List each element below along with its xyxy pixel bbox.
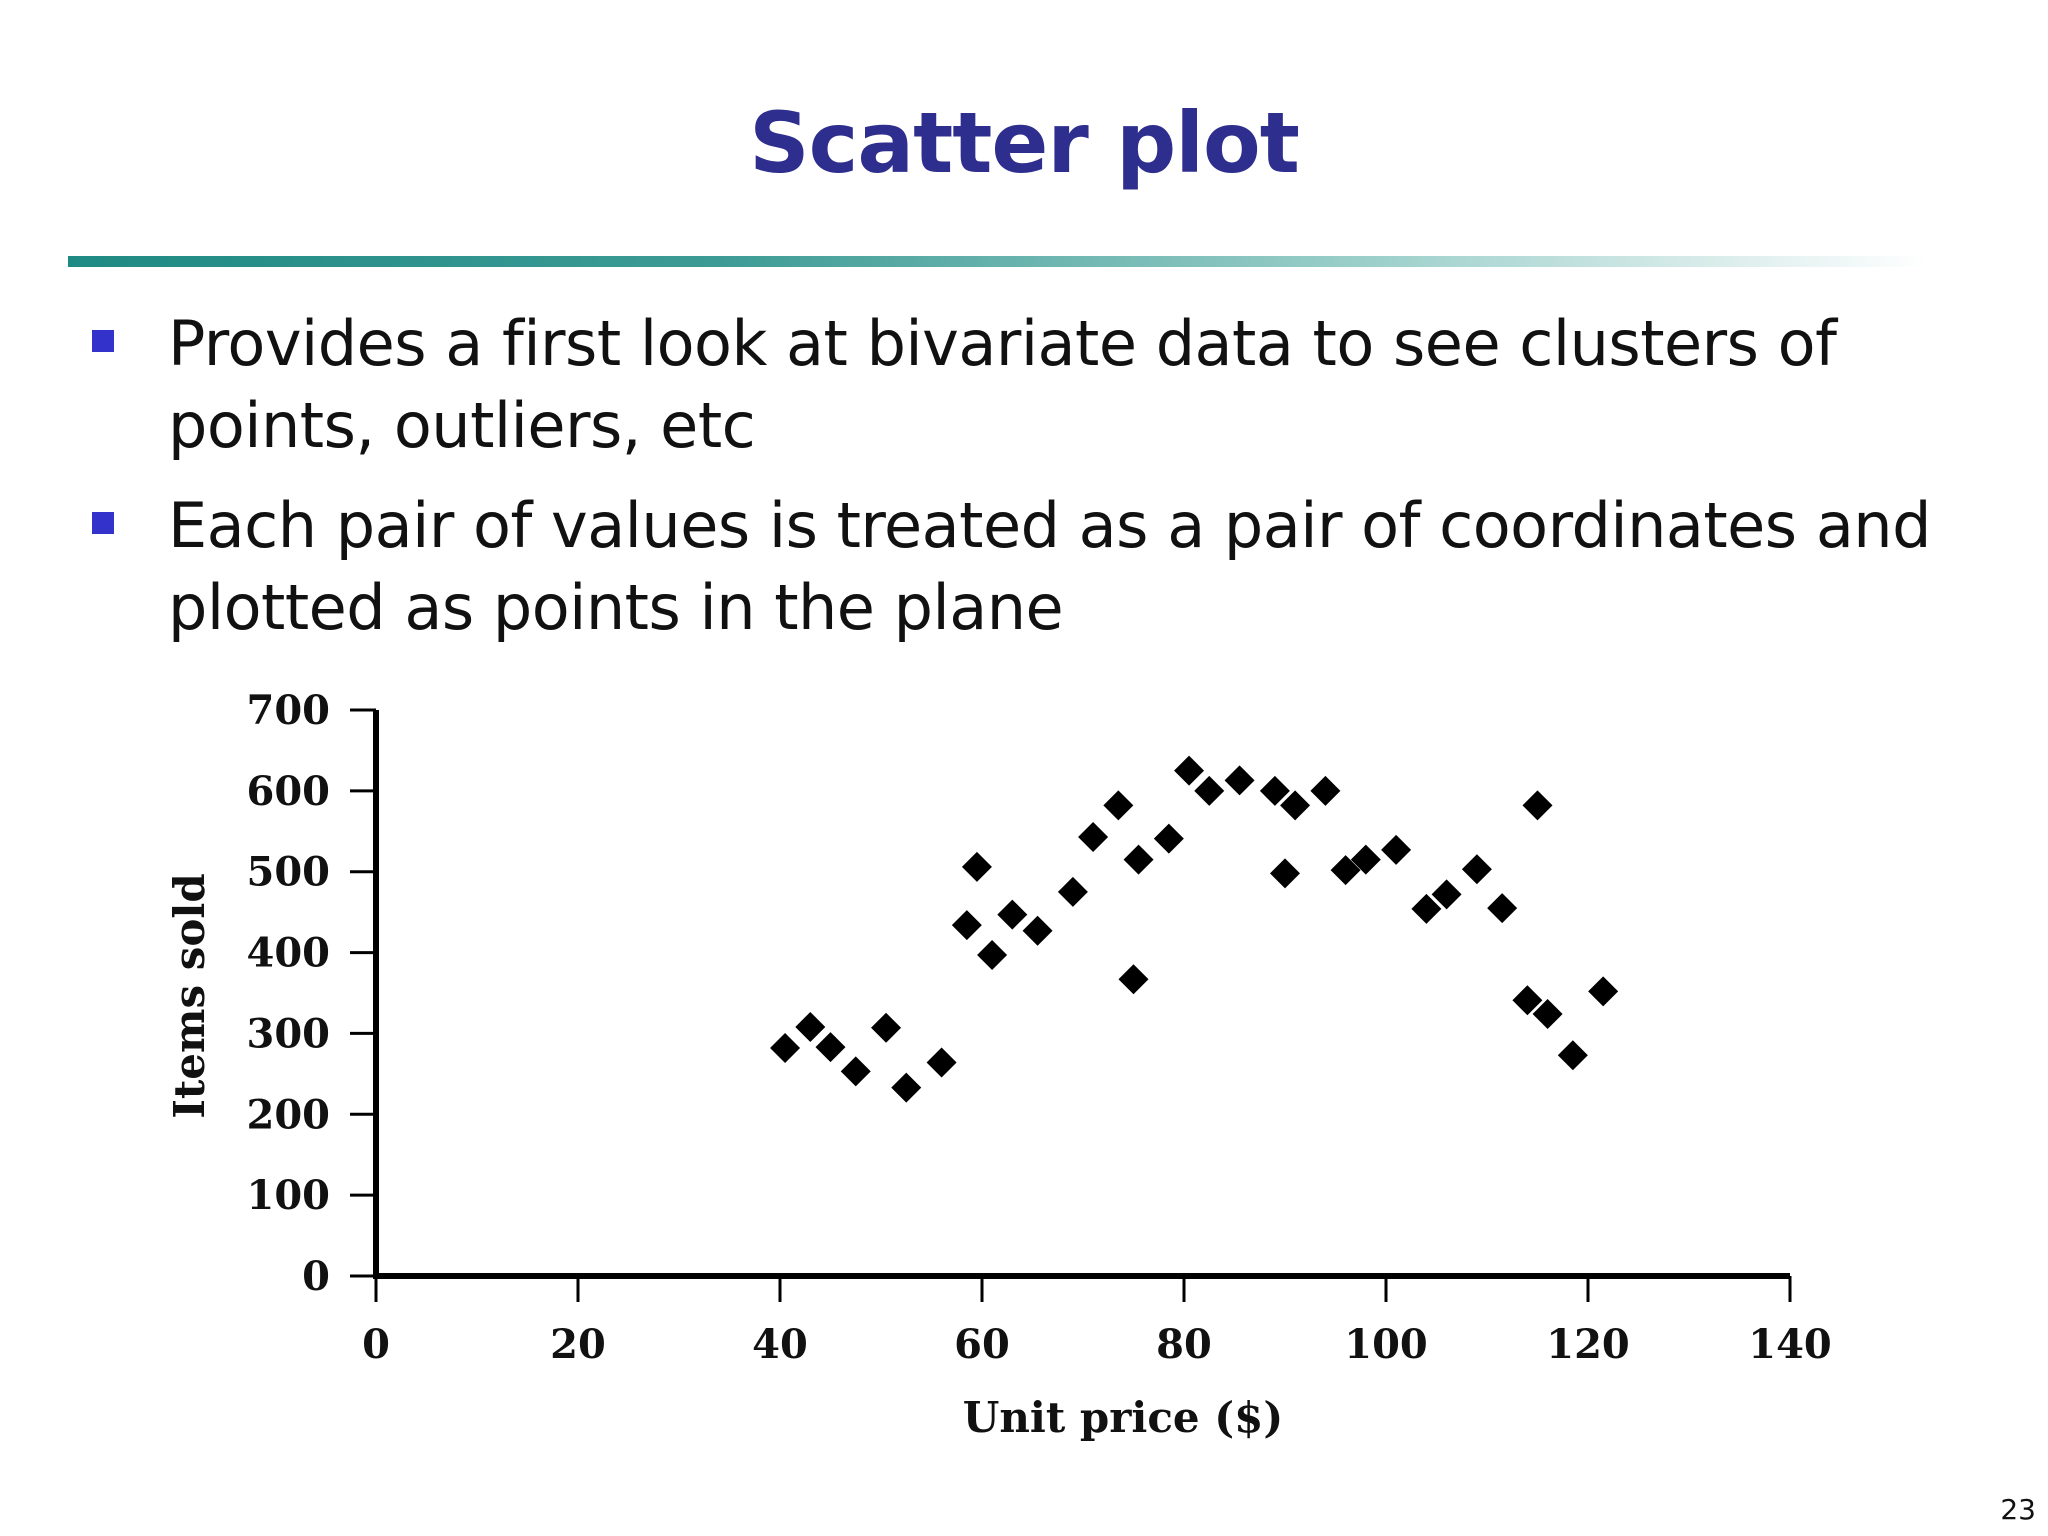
data-point [770,1032,801,1063]
data-markers [770,755,1619,1103]
data-point [1487,893,1518,924]
bullet-marker-2 [92,512,114,534]
data-point [1280,790,1311,821]
bullet-text-1: Provides a first look at bivariate data … [168,307,1837,462]
data-point [1461,854,1492,885]
data-point [926,1047,957,1078]
data-point [1350,844,1381,875]
page-number: 23 [2000,1493,2036,1526]
data-point [1381,834,1412,865]
bullet-marker-1 [92,330,114,352]
y-tick-label: 700 [247,687,331,734]
data-point [1078,821,1109,852]
data-point [1522,790,1553,821]
data-point [1174,755,1205,786]
x-tick-label: 60 [954,1321,1010,1368]
data-point [795,1011,826,1042]
data-point [961,851,992,882]
data-point [997,899,1028,930]
x-tick-label: 40 [752,1321,808,1368]
data-point [891,1072,922,1103]
chart-axes [373,710,1790,1279]
y-tick-label: 100 [247,1172,331,1219]
data-point [1532,999,1563,1030]
data-point [1224,765,1255,796]
data-point [977,939,1008,970]
data-point [1153,823,1184,854]
data-point [1588,976,1619,1007]
data-point [1310,775,1341,806]
data-point [1431,879,1462,910]
data-point [1270,858,1300,889]
x-tick-label: 140 [1748,1321,1832,1368]
y-tick-label: 300 [247,1010,331,1057]
data-point [1194,775,1225,806]
y-tick-label: 600 [247,768,331,815]
x-tick-label: 20 [550,1321,606,1368]
bullet-text-2: Each pair of values is treated as a pair… [168,489,1931,644]
y-tick-label: 0 [302,1253,330,1300]
slide-title: Scatter plot [749,94,1300,192]
data-point [1557,1040,1588,1071]
data-point [1057,876,1088,907]
y-axis-ticks: 0 100 200 300 400 500 600 700 [247,687,376,1300]
data-point [1123,844,1154,875]
y-axis-title: Items sold [165,873,214,1118]
x-axis-title: Unit price ($) [963,1393,1283,1442]
x-tick-label: 100 [1344,1321,1428,1368]
data-point [1118,964,1149,995]
data-point [815,1032,846,1063]
title-divider [68,256,1928,267]
y-tick-label: 400 [247,930,331,977]
x-axis-ticks: 0 20 40 60 80 100 120 140 [362,1276,1832,1368]
x-tick-label: 80 [1156,1321,1212,1368]
data-point [1103,790,1134,821]
data-point [1022,915,1053,946]
x-tick-label: 0 [362,1321,390,1368]
data-point [840,1056,871,1087]
data-point [951,910,982,941]
x-tick-label: 120 [1546,1321,1630,1368]
data-point [871,1012,902,1043]
data-point [1411,893,1442,924]
data-point [1259,775,1290,806]
data-point [1330,855,1361,886]
y-tick-label: 500 [247,849,331,896]
data-point [1512,985,1543,1016]
y-tick-label: 200 [247,1091,331,1138]
